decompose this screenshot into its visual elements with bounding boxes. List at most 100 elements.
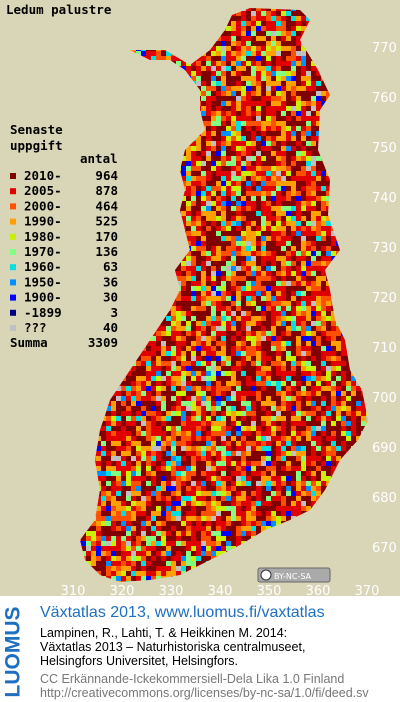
map-cell	[256, 346, 261, 351]
map-cell	[246, 356, 251, 361]
map-cell	[276, 256, 281, 261]
map-cell	[296, 46, 301, 51]
map-cell	[306, 241, 311, 246]
map-cell	[271, 151, 276, 156]
map-cell	[306, 236, 311, 241]
map-cell	[256, 401, 261, 406]
map-cell	[246, 216, 251, 221]
map-cell	[186, 216, 191, 221]
map-cell	[211, 316, 216, 321]
map-cell	[276, 336, 281, 341]
map-cell	[176, 361, 181, 366]
map-cell	[201, 246, 206, 251]
map-cell	[251, 351, 256, 356]
map-cell	[246, 396, 251, 401]
map-cell	[196, 226, 201, 231]
map-cell	[211, 226, 216, 231]
map-cell	[196, 361, 201, 366]
map-cell	[291, 271, 296, 276]
map-cell	[196, 411, 201, 416]
map-cell	[281, 86, 286, 91]
map-cell	[221, 176, 226, 181]
map-cell	[296, 141, 301, 146]
map-cell	[216, 276, 221, 281]
map-cell	[206, 96, 211, 101]
map-cell	[276, 51, 281, 56]
map-cell	[231, 76, 236, 81]
map-cell	[306, 391, 311, 396]
map-cell	[191, 401, 196, 406]
map-cell	[181, 66, 186, 71]
map-cell	[166, 391, 171, 396]
map-cell	[226, 406, 231, 411]
map-cell	[121, 381, 126, 386]
map-cell	[306, 306, 311, 311]
map-cell	[211, 406, 216, 411]
map-cell	[236, 11, 241, 16]
map-cell	[226, 286, 231, 291]
map-cell	[311, 326, 316, 331]
map-cell	[211, 71, 216, 76]
map-cell	[351, 391, 356, 396]
map-cell	[296, 26, 301, 31]
map-cell	[226, 201, 231, 206]
map-cell	[276, 156, 281, 161]
map-cell	[276, 126, 281, 131]
map-cell	[246, 276, 251, 281]
map-cell	[246, 351, 251, 356]
map-cell	[216, 161, 221, 166]
map-cell	[186, 371, 191, 376]
map-cell	[281, 21, 286, 26]
map-cell	[281, 246, 286, 251]
map-cell	[281, 236, 286, 241]
map-cell	[221, 326, 226, 331]
map-cell	[211, 186, 216, 191]
map-cell	[276, 251, 281, 256]
map-cell	[246, 166, 251, 171]
map-cell	[316, 91, 321, 96]
map-cell	[316, 186, 321, 191]
map-cell	[226, 71, 231, 76]
map-cell	[181, 206, 186, 211]
map-cell	[246, 371, 251, 376]
map-cell	[186, 361, 191, 366]
map-cell	[286, 246, 291, 251]
map-cell	[306, 196, 311, 201]
map-cell	[211, 56, 216, 61]
map-cell	[276, 56, 281, 61]
map-cell	[301, 306, 306, 311]
map-cell	[291, 231, 296, 236]
map-cell	[341, 411, 346, 416]
map-cell	[186, 161, 191, 166]
map-cell	[236, 311, 241, 316]
map-cell	[276, 176, 281, 181]
map-cell	[271, 21, 276, 26]
map-cell	[251, 91, 256, 96]
map-cell	[226, 251, 231, 256]
map-cell	[286, 256, 291, 261]
map-cell	[331, 411, 336, 416]
map-cell	[246, 141, 251, 146]
map-cell	[266, 326, 271, 331]
map-cell	[341, 416, 346, 421]
map-cell	[261, 16, 266, 21]
map-cell	[171, 56, 176, 61]
map-cell	[306, 346, 311, 351]
map-cell	[206, 86, 211, 91]
map-cell	[226, 21, 231, 26]
map-cell	[296, 126, 301, 131]
map-cell	[281, 66, 286, 71]
map-cell	[221, 276, 226, 281]
map-cell	[261, 266, 266, 271]
map-cell	[161, 361, 166, 366]
map-cell	[281, 296, 286, 301]
map-cell	[266, 331, 271, 336]
map-cell	[171, 326, 176, 331]
map-cell	[321, 371, 326, 376]
map-cell	[311, 296, 316, 301]
map-cell	[251, 246, 256, 251]
map-cell	[326, 326, 331, 331]
map-cell	[246, 316, 251, 321]
map-cell	[251, 226, 256, 231]
